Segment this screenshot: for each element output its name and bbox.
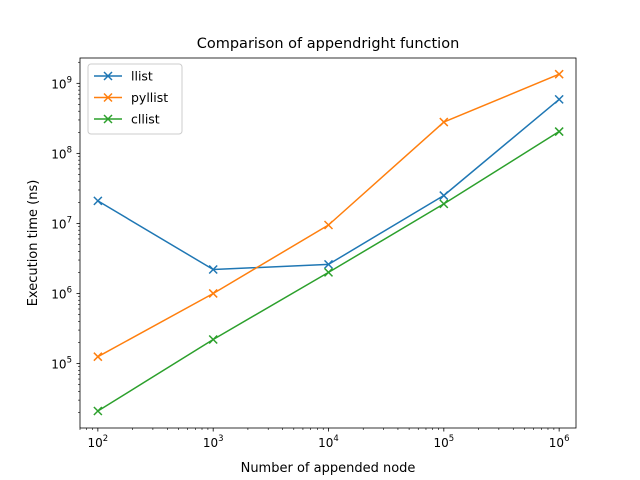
series-layer — [93, 69, 564, 416]
data-point-cllist — [208, 334, 218, 345]
data-point-cllist — [323, 267, 334, 277]
marker-stroke — [208, 334, 218, 345]
y-tick-label: 107 — [51, 215, 72, 231]
y-axis-label: Execution time (ns) — [26, 180, 41, 307]
data-point-pyllist — [554, 69, 564, 79]
data-point-llist — [439, 191, 449, 201]
marker-stroke — [323, 267, 334, 277]
marker-stroke — [554, 127, 564, 137]
y-tick-label: 108 — [51, 145, 72, 161]
marker-stroke — [208, 288, 218, 298]
marker-stroke — [208, 264, 218, 275]
tick-layer: 102 103 104 105 106 105 106 107 108 109 — [51, 61, 570, 450]
marker-stroke — [323, 259, 334, 269]
marker-stroke — [93, 406, 103, 416]
legend-label-llist: llist — [131, 69, 153, 84]
legend: llist pyllist cllist — [87, 63, 183, 135]
marker-stroke — [439, 199, 449, 209]
legend-marker — [103, 71, 113, 81]
data-point-pyllist — [208, 288, 218, 298]
chart-title: Comparison of appendright function — [197, 36, 460, 52]
x-axis-label: Number of appended node — [241, 461, 416, 476]
data-point-pyllist — [93, 352, 103, 362]
data-point-cllist — [554, 127, 564, 137]
marker-stroke — [554, 69, 564, 79]
marker-stroke — [554, 94, 564, 104]
x-tick-label: 105 — [433, 434, 454, 450]
marker-stroke — [93, 352, 103, 362]
data-point-pyllist — [439, 117, 449, 127]
data-point-cllist — [439, 199, 449, 209]
x-tick-label: 104 — [318, 434, 339, 450]
x-tick-label: 102 — [88, 434, 109, 450]
x-tick-label: 106 — [549, 434, 570, 450]
plot-frame — [79, 57, 577, 429]
y-tick-label: 109 — [51, 75, 72, 91]
legend-label-pyllist: pyllist — [131, 90, 168, 105]
legend-label-cllist: cllist — [131, 112, 160, 127]
marker-stroke — [93, 196, 103, 206]
data-point-llist — [323, 259, 334, 269]
data-point-pyllist — [323, 220, 334, 230]
data-point-llist — [93, 196, 103, 206]
legend-marker — [103, 92, 113, 103]
legend-marker — [103, 114, 113, 124]
y-tick-label: 105 — [51, 356, 72, 372]
data-point-cllist — [93, 406, 103, 416]
y-tick-label: 106 — [51, 285, 72, 301]
marker-stroke — [323, 220, 334, 230]
data-point-llist — [554, 94, 564, 104]
marker-stroke — [439, 191, 449, 201]
marker-stroke — [439, 117, 449, 127]
x-tick-label: 103 — [203, 434, 224, 450]
data-point-llist — [208, 264, 218, 275]
